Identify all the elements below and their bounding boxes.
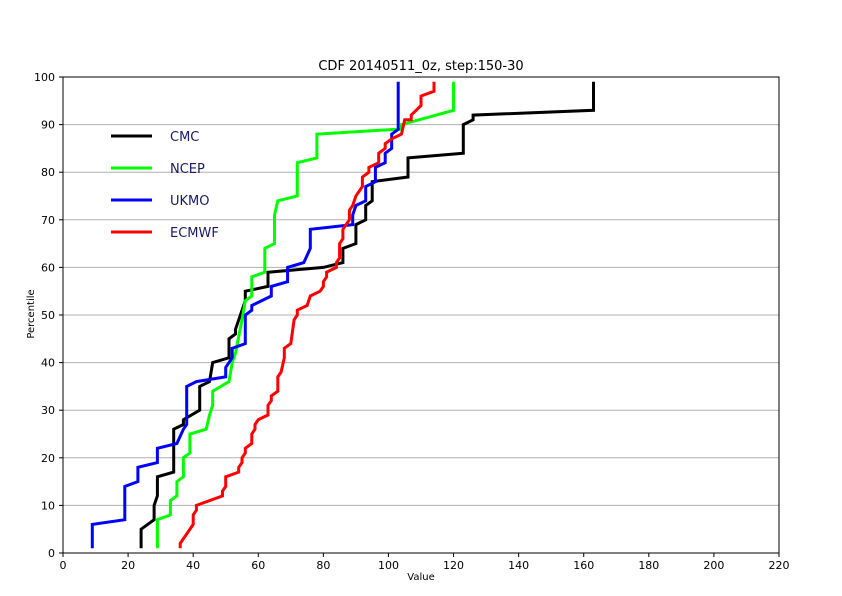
series-line-cmc: [139, 81, 595, 549]
series-line-ecmwf: [178, 81, 436, 549]
y-tick-label: 10: [41, 499, 55, 512]
legend-label-ecmwf: ECMWF: [170, 226, 219, 241]
x-tick-label: 180: [638, 559, 659, 572]
y-tick-label: 100: [34, 71, 55, 84]
y-tick-label: 70: [41, 214, 55, 227]
y-tick-label: 30: [41, 404, 55, 417]
axis-ticks: 0 20 40 60 80 100 120 140 160 180 200 220 0 10 20 30 40 5…: [34, 71, 790, 572]
y-tick-label: 80: [41, 166, 55, 179]
x-tick-label: 220: [769, 559, 790, 572]
y-tick-label: 60: [41, 261, 55, 274]
series-line-ncep: [155, 81, 455, 549]
legend-label-ukmo: UKMO: [170, 194, 210, 209]
chart-title: CDF 20140511_0z, step:150-30: [318, 59, 523, 74]
legend: CMC NCEP UKMO ECMWF: [111, 130, 219, 241]
x-tick-label: 120: [443, 559, 464, 572]
y-tick-label: 40: [41, 357, 55, 370]
y-tick-label: 50: [41, 309, 55, 322]
y-tick-label: 90: [41, 119, 55, 132]
y-tick-label: 0: [48, 547, 55, 560]
x-axis-title: Value: [407, 572, 434, 583]
x-tick-label: 200: [703, 559, 724, 572]
x-tick-label: 80: [316, 559, 330, 572]
legend-label-cmc: CMC: [170, 130, 199, 145]
x-tick-label: 60: [251, 559, 265, 572]
series-line-ukmo: [90, 81, 400, 549]
x-tick-label: 20: [121, 559, 135, 572]
y-axis-title: Percentile: [26, 289, 37, 338]
x-tick-label: 160: [573, 559, 594, 572]
x-tick-label: 140: [508, 559, 529, 572]
x-tick-label: 100: [378, 559, 399, 572]
series-lines: [90, 81, 595, 549]
x-tick-label: 40: [186, 559, 200, 572]
gridlines: [63, 124, 779, 506]
legend-label-ncep: NCEP: [170, 162, 205, 177]
x-tick-label: 0: [60, 559, 67, 572]
y-tick-label: 20: [41, 452, 55, 465]
